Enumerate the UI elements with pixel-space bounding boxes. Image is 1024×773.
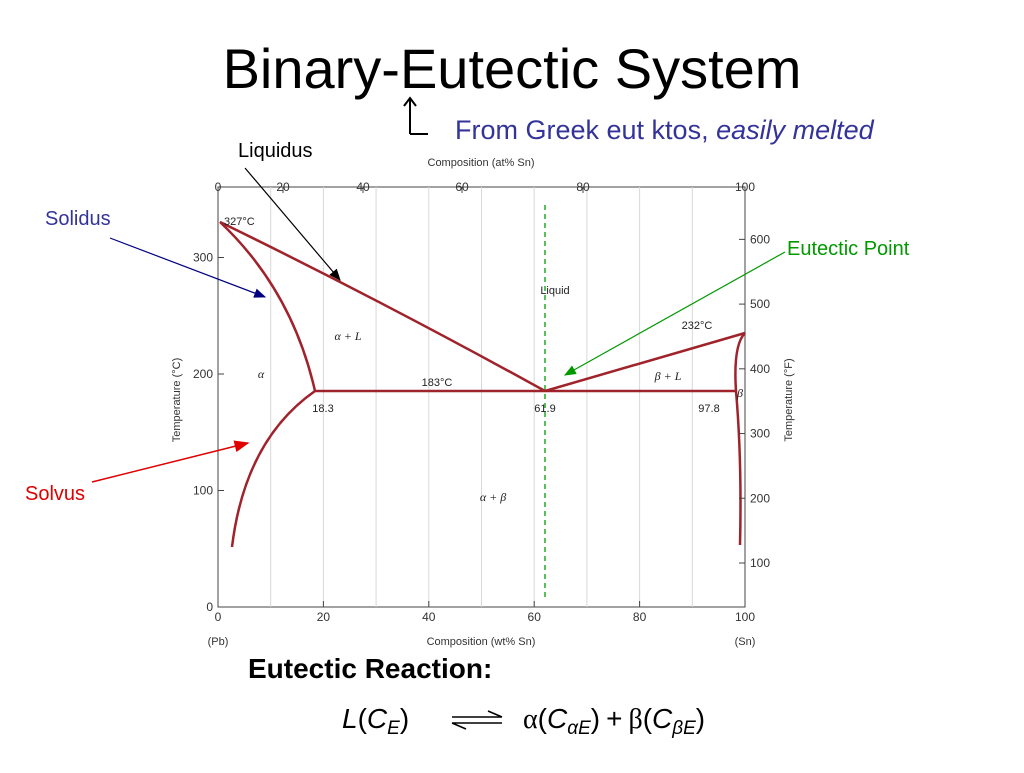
subtitle: From Greek eut ktos, easily melted	[455, 115, 875, 145]
equation-part: )	[591, 703, 600, 734]
x-tick-label: 100	[735, 610, 755, 624]
y2-tick-label: 500	[750, 297, 770, 311]
reaction-equation: L(CE) α(CαE) + β(CβE)	[342, 703, 705, 739]
region-label: Liquid	[540, 285, 569, 297]
equation-part: (	[538, 703, 548, 734]
equation-part: (	[643, 703, 653, 734]
eutectic-point-label: Eutectic Point	[787, 238, 910, 260]
liquidus-arrow	[244, 167, 341, 281]
region-label: α + β	[480, 490, 506, 504]
y2-tick-label: 400	[750, 362, 770, 376]
x-tick-label: 20	[317, 610, 331, 624]
y2-tick-label: 600	[750, 232, 770, 246]
y-tick-label: 0	[206, 600, 213, 614]
equation-part: +	[606, 703, 622, 734]
equation-part: E	[387, 718, 400, 739]
phase-boundaries	[219, 220, 746, 548]
equation-part: C	[652, 703, 673, 734]
equilibrium-arrow	[451, 710, 503, 730]
y2-tick-label: 100	[750, 556, 770, 570]
phase-diagram: 0 20 40 60 80 100 0 20 40 60 80 100 0 100 200 300 100 200…	[171, 157, 795, 648]
subtitle-plain: From Greek eut ktos,	[455, 115, 716, 145]
solvus-label: Solvus	[25, 483, 85, 505]
y-tick-label: 300	[193, 251, 213, 265]
liquidus-right	[544, 331, 746, 393]
solvus-right	[734, 390, 742, 546]
region-label: 232°C	[682, 320, 713, 332]
right-axis-label: Temperature (°F)	[783, 358, 795, 441]
x-tick-label: 0	[215, 610, 222, 624]
top-axis-label: Composition (at% Sn)	[428, 157, 535, 169]
region-label: 97.8	[698, 403, 719, 415]
solidus-right	[734, 332, 746, 392]
equation-part: L	[342, 703, 358, 734]
x-tick-label: 80	[633, 610, 647, 624]
region-label: α	[258, 367, 265, 381]
equation-part: C	[367, 703, 388, 734]
top-tick-label: 80	[576, 180, 590, 194]
x-tick-label: 40	[422, 610, 436, 624]
region-label: β + L	[654, 369, 682, 383]
region-label: 183°C	[422, 377, 453, 389]
x-tick-label: 60	[528, 610, 542, 624]
equation-part: )	[696, 703, 705, 734]
reaction-heading: Eutectic Reaction:	[248, 653, 492, 684]
liquidus-left	[219, 220, 546, 393]
solidus-arrow	[109, 237, 267, 298]
equation-part: C	[547, 703, 568, 734]
top-tick-label: 60	[455, 180, 469, 194]
solvus-left	[230, 389, 316, 548]
subtitle-italic: easily melted	[716, 115, 875, 145]
region-label: 18.3	[312, 403, 333, 415]
y2-tick-label: 200	[750, 491, 770, 505]
pb-label: (Pb)	[208, 636, 229, 648]
subtitle-arrow	[403, 96, 428, 135]
solidus-label: Solidus	[45, 208, 111, 230]
y2-tick-label: 300	[750, 427, 770, 441]
equation-part: β	[628, 704, 642, 735]
top-tick-label: 40	[356, 180, 370, 194]
solidus-left	[219, 221, 317, 392]
top-tick-label: 0	[215, 180, 222, 194]
region-label: α + L	[334, 329, 361, 343]
title: Binary-Eutectic System	[223, 37, 802, 100]
equation-part: βE	[671, 718, 696, 739]
equation-part: α	[523, 704, 538, 735]
equation-part: αE	[567, 718, 591, 739]
eutectic-point-arrow	[563, 251, 786, 376]
top-tick-label: 20	[276, 180, 290, 194]
y-tick-label: 200	[193, 367, 213, 381]
equation-part: (	[358, 703, 368, 734]
left-axis-label: Temperature (°C)	[171, 358, 183, 442]
region-label: 61.9	[534, 403, 555, 415]
solvus-arrow	[91, 440, 250, 483]
region-label: β	[736, 386, 743, 400]
top-tick-label: 100	[735, 180, 755, 194]
equation-part: )	[400, 703, 409, 734]
sn-label: (Sn)	[735, 636, 756, 648]
bottom-axis-label: Composition (wt% Sn)	[427, 636, 536, 648]
region-label: 327°C	[224, 216, 255, 228]
y-tick-label: 100	[193, 484, 213, 498]
liquidus-label: Liquidus	[238, 140, 313, 162]
